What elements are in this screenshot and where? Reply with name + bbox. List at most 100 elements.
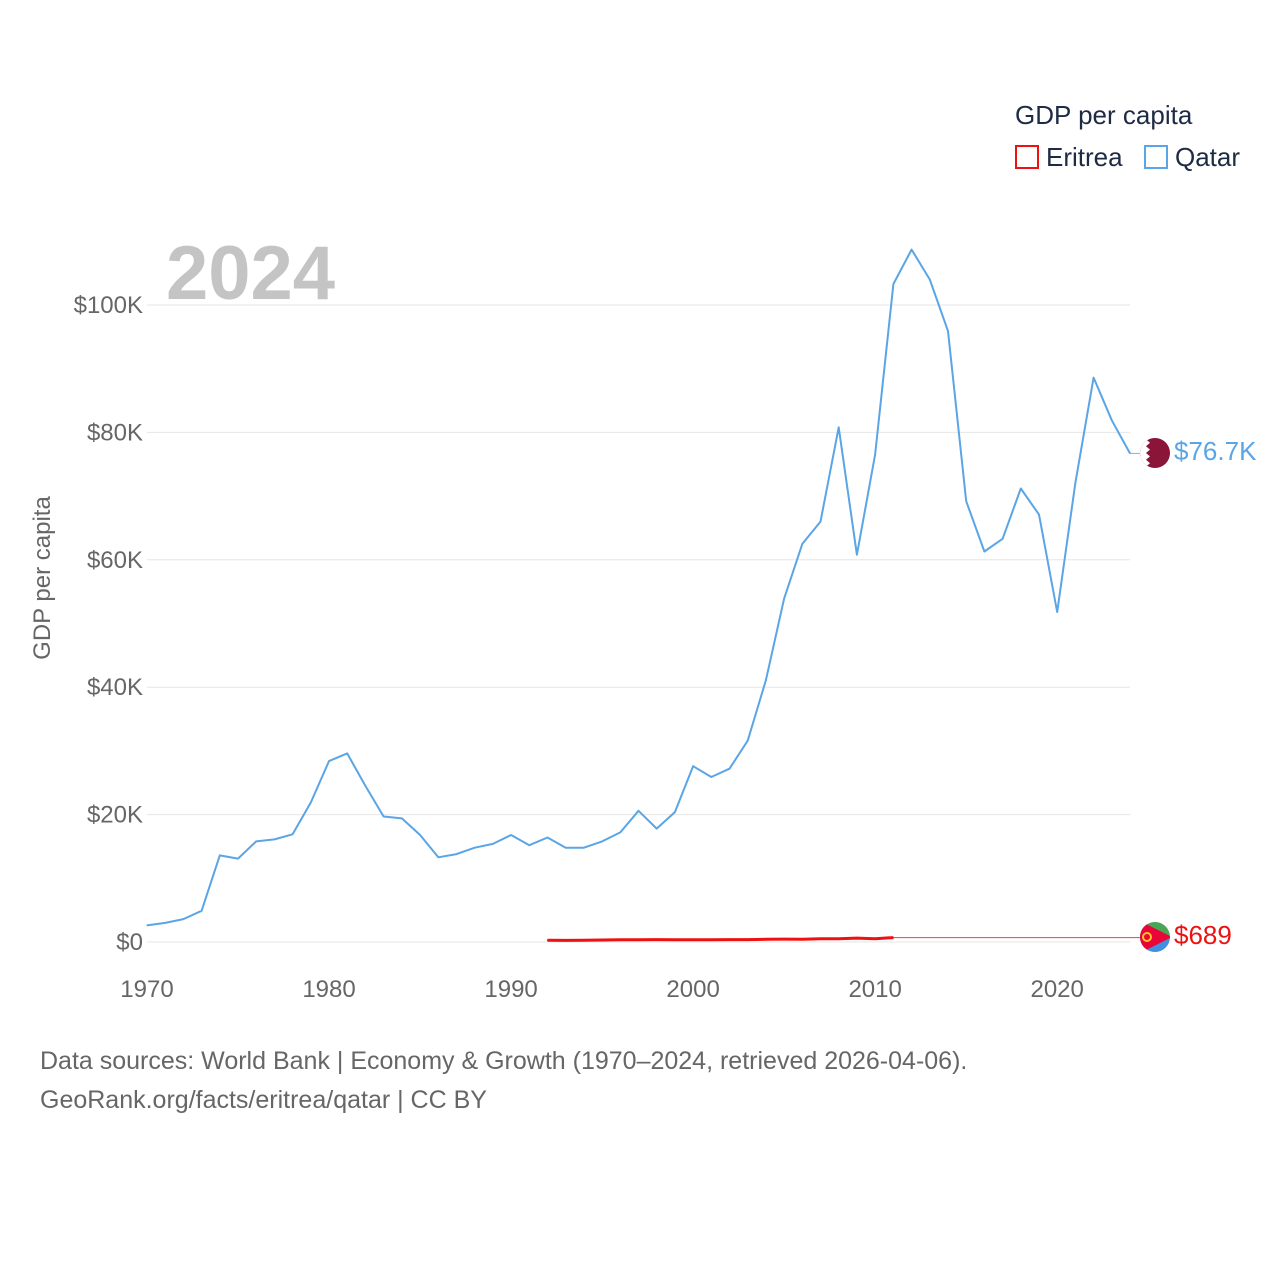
- grid-lines: [147, 304, 1130, 943]
- eritrea-data-point: [856, 937, 858, 939]
- eritrea-data-point: [801, 938, 803, 940]
- qatar-data-point: [346, 752, 348, 755]
- qatar-data-point: [710, 776, 712, 778]
- qatar-data-point: [692, 765, 694, 767]
- legend-swatch-eritrea: [1015, 145, 1039, 169]
- qatar-data-point: [364, 785, 367, 787]
- eritrea-series-line: [547, 936, 894, 942]
- qatar-data-point: [965, 500, 967, 502]
- legend: GDP per capita Eritrea Qatar: [1015, 100, 1240, 172]
- eritrea-data-point: [619, 939, 621, 941]
- qatar-data-point: [929, 278, 931, 281]
- qatar-data-point: [164, 922, 166, 924]
- qatar-data-point: [182, 918, 185, 920]
- qatar-data-point: [656, 828, 658, 830]
- eritrea-data-point: [565, 939, 567, 942]
- qatar-data-point: [747, 740, 749, 742]
- qatar-data-point: [455, 853, 458, 855]
- x-tick-label: 2020: [1030, 976, 1083, 1003]
- legend-swatch-qatar: [1144, 145, 1168, 169]
- eritrea-data-point: [892, 937, 894, 939]
- qatar-end-value: $76.7K: [1174, 436, 1257, 466]
- qatar-data-point: [856, 554, 858, 556]
- qatar-data-point: [765, 679, 767, 681]
- eritrea-data-point: [637, 939, 640, 941]
- eritrea-data-point: [601, 939, 603, 941]
- qatar-data-point: [437, 856, 439, 858]
- qatar-data-point: [910, 248, 913, 251]
- qatar-data-point: [201, 910, 203, 912]
- legend-label-eritrea: Eritrea: [1046, 142, 1123, 172]
- qatar-data-point: [565, 847, 567, 849]
- qatar-data-point: [310, 801, 312, 804]
- qatar-data-point: [255, 840, 257, 842]
- eritrea-data-point: [728, 939, 731, 941]
- qatar-data-point: [892, 283, 894, 285]
- y-tick-label: $0: [116, 929, 143, 956]
- x-tick-label: 1980: [302, 976, 355, 1003]
- source-link: GeoRank.org/facts/eritrea/qatar | CC BY: [40, 1086, 487, 1114]
- legend-title: GDP per capita: [1015, 100, 1193, 130]
- eritrea-data-point: [656, 938, 658, 941]
- year-label: 2024: [166, 231, 335, 316]
- x-axis-ticks: 1970 1980 1990 2000 2010 2020: [120, 976, 1084, 1003]
- qatar-data-point: [583, 847, 585, 849]
- qatar-data-point: [474, 847, 476, 849]
- qatar-data-point: [983, 550, 985, 553]
- series-lines: [146, 248, 1141, 942]
- y-tick-label: $100K: [74, 292, 143, 319]
- qatar-data-point: [874, 454, 876, 456]
- qatar-data-point: [1111, 419, 1113, 421]
- eritrea-data-point: [783, 938, 785, 940]
- eritrea-data-point: [747, 938, 749, 941]
- qatar-data-point: [819, 520, 822, 523]
- qatar-data-point: [801, 543, 803, 545]
- qatar-data-point: [273, 838, 276, 841]
- y-tick-label: $20K: [87, 802, 143, 829]
- qatar-series-line: [146, 248, 1131, 927]
- eritrea-end-value: $689: [1174, 920, 1232, 950]
- qatar-data-point: [1129, 452, 1131, 455]
- gdp-line-chart: $0 $20K $40K $60K $80K $100K 1970 1980 1990 2000…: [29, 100, 1257, 1003]
- qatar-data-point: [528, 844, 530, 846]
- eritrea-data-point: [674, 939, 676, 941]
- y-tick-label: $60K: [87, 547, 143, 574]
- qatar-data-point: [292, 833, 294, 835]
- qatar-data-point: [1074, 482, 1076, 484]
- qatar-data-point: [1092, 377, 1095, 379]
- qatar-data-point: [1056, 611, 1058, 613]
- y-tick-label: $80K: [87, 419, 143, 446]
- qatar-data-point: [328, 760, 330, 762]
- qatar-data-point: [419, 834, 421, 836]
- x-tick-label: 1970: [120, 976, 173, 1003]
- qatar-data-point: [783, 598, 785, 600]
- eritrea-data-point: [819, 938, 822, 940]
- qatar-data-point: [546, 836, 549, 839]
- x-tick-label: 2000: [666, 976, 719, 1003]
- qatar-data-point: [728, 768, 731, 770]
- qatar-data-point: [219, 854, 221, 856]
- qatar-data-point: [146, 924, 148, 927]
- eritrea-data-point: [583, 939, 585, 941]
- qatar-data-point: [637, 810, 640, 812]
- qatar-data-point: [510, 834, 512, 836]
- qatar-data-point: [1001, 538, 1004, 540]
- qatar-data-point: [383, 815, 385, 818]
- y-axis-label: GDP per capita: [29, 496, 56, 660]
- qatar-data-point: [601, 840, 603, 842]
- eritrea-data-point: [874, 938, 876, 940]
- end-labels: $76.7K $689: [1140, 436, 1257, 952]
- eritrea-flag-icon: [1140, 922, 1170, 952]
- eritrea-data-point: [838, 938, 840, 940]
- qatar-data-point: [838, 426, 840, 428]
- data-source-note: Data sources: World Bank | Economy & Gro…: [40, 1047, 968, 1075]
- eritrea-data-point: [710, 939, 712, 941]
- y-tick-label: $40K: [87, 674, 143, 701]
- eritrea-data-point: [765, 938, 767, 940]
- qatar-data-point: [947, 330, 949, 332]
- qatar-data-point: [1038, 513, 1040, 516]
- qatar-data-point: [619, 831, 621, 834]
- qatar-data-point: [674, 811, 676, 813]
- y-axis-ticks: $0 $20K $40K $60K $80K $100K: [74, 292, 143, 956]
- qatar-data-point: [1020, 487, 1022, 490]
